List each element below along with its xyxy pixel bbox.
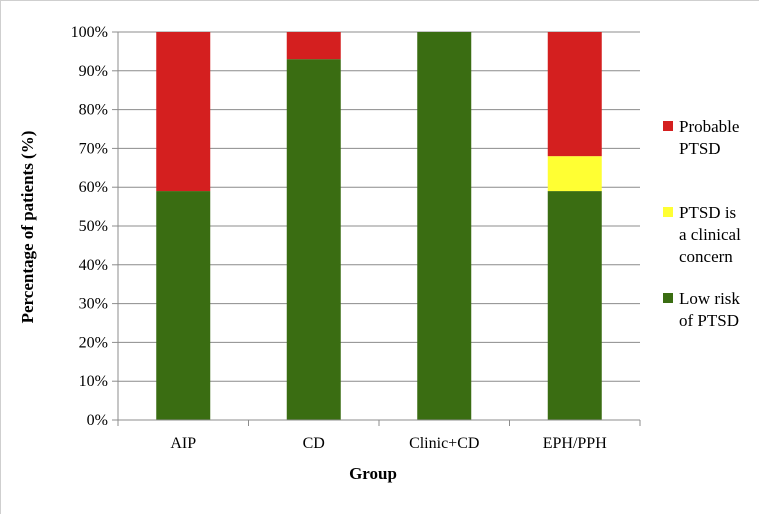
bar-segment [547,32,602,157]
x-tick-label: AIP [170,435,196,452]
x-tick-label: EPH/PPH [543,435,607,452]
y-tick-label: 80% [79,102,108,119]
y-tick-label: 0% [87,412,108,429]
legend-label: PTSD is a clinical concern [679,203,741,266]
y-tick-label: 60% [79,179,108,196]
legend-label: Probable PTSD [679,117,739,158]
legend-label: Low risk of PTSD [679,289,740,330]
x-tick-label: CD [303,435,325,452]
y-tick-label: 100% [71,24,108,41]
bar-segment [417,32,472,420]
x-axis-title: Group [349,464,397,483]
y-tick-label: 70% [79,140,108,157]
y-tick-label: 40% [79,257,108,274]
legend-swatch [663,207,673,217]
bar-segment [156,32,211,192]
bar-segment [547,191,602,420]
bar-segment [286,59,341,420]
y-tick-label: 20% [79,334,108,351]
y-tick-label: 90% [79,63,108,80]
x-tick-labels: AIP CD Clinic+CD EPH/PPH [117,420,641,452]
legend-swatch [663,293,673,303]
bars [156,32,602,420]
y-axis-title: Percentage of patients (%) [18,131,37,324]
legend-swatch [663,121,673,131]
bar-segment [547,156,602,192]
y-tick-label: 10% [79,373,108,390]
y-tick-label: 30% [79,296,108,313]
bar-segment [156,191,211,420]
legend: Probable PTSD PTSD is a clinical concern Low … [663,117,741,330]
y-tick-labels: 0% 10% 20% 30% 40% 50% 60% 70% 80% 90% 100% [71,24,118,429]
x-tick-label: Clinic+CD [409,435,479,452]
bar-segment [286,32,341,60]
y-tick-label: 50% [79,218,108,235]
